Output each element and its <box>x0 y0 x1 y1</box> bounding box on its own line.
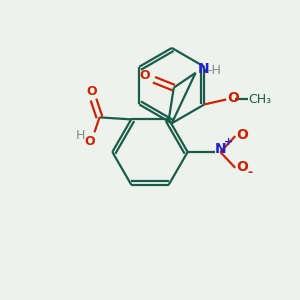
Text: -: - <box>248 166 253 179</box>
Text: O: O <box>84 135 95 148</box>
Text: H: H <box>76 129 85 142</box>
Text: O: O <box>236 160 248 174</box>
Text: N: N <box>214 142 226 156</box>
Text: O: O <box>140 69 150 82</box>
Text: O: O <box>227 92 239 106</box>
Text: CH₃: CH₃ <box>248 93 272 106</box>
Text: O: O <box>236 128 248 142</box>
Text: N: N <box>198 62 209 76</box>
Text: -H: -H <box>208 64 221 77</box>
Text: +: + <box>224 137 233 147</box>
Text: O: O <box>86 85 97 98</box>
